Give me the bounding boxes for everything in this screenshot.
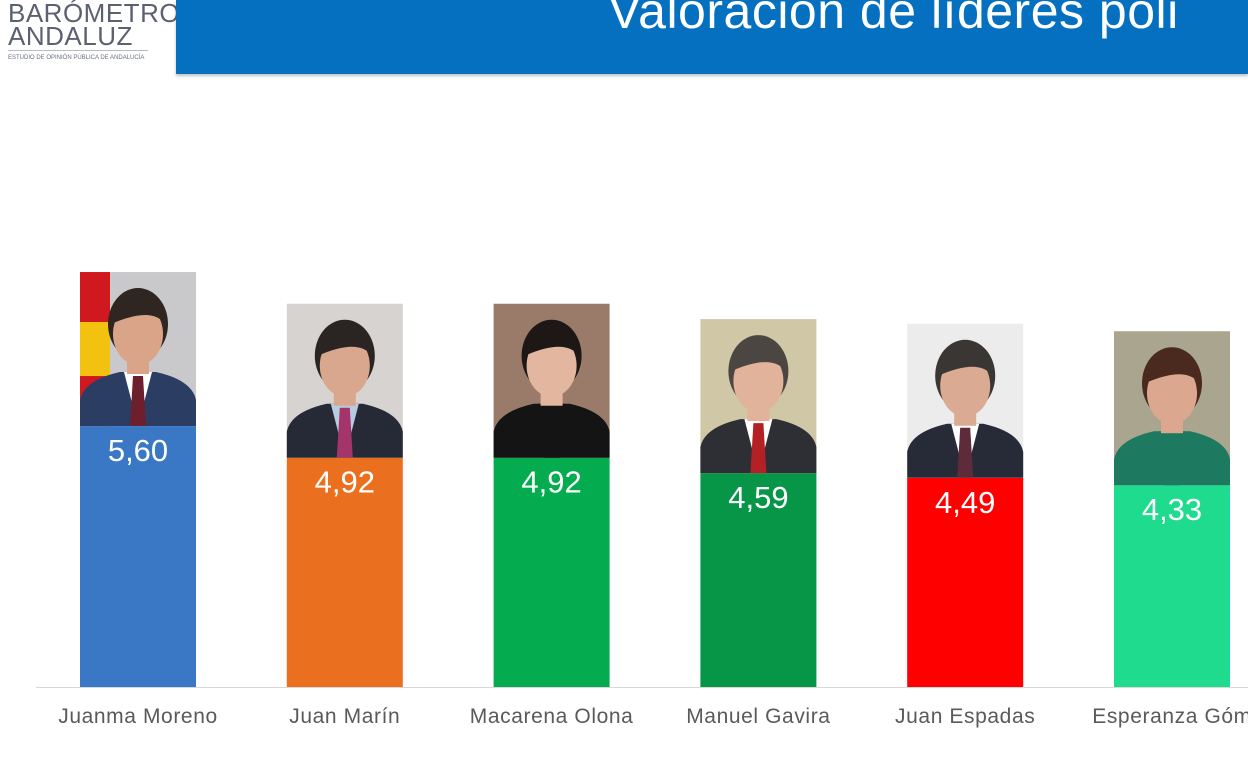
photo-face (319, 334, 370, 397)
logo-line-2: ANDALUZ (8, 21, 133, 51)
photo-hair-top (731, 338, 786, 372)
photo-face (940, 354, 991, 417)
title-banner: Valoración de líderes poli (176, 0, 1248, 74)
photo-tie (1164, 435, 1180, 486)
photo-tie (543, 407, 560, 458)
photo-juan-marin (286, 303, 403, 458)
photo-hair-top (524, 323, 579, 356)
category-label-macarena-olona: Macarena Olona (470, 705, 634, 728)
chart-title: Valoración de líderes poli (608, 0, 1179, 39)
photo-macarena-olona (493, 303, 610, 458)
bar-juan-marin (286, 457, 403, 687)
category-label-juan-marin: Juan Marín (289, 705, 400, 728)
category-label-juanma-moreno: Juanma Moreno (58, 705, 218, 728)
barometro-logo: BARÓMETRO ANDALUZ ESTUDIO DE OPINIÓN PÚB… (8, 0, 181, 72)
photo-hair-top (317, 323, 372, 356)
photo-face (113, 303, 163, 366)
photo-juan-espadas (907, 323, 1024, 478)
logo-line-1: BARÓMETRO (8, 0, 181, 28)
photo-face (1147, 362, 1197, 425)
value-label-esperanza-gom: 4,33 (1142, 492, 1202, 527)
photo-juanma-moreno (80, 272, 196, 427)
bar-macarena-olona (493, 457, 610, 687)
photo-face (733, 350, 784, 413)
flag-stripe-top (80, 272, 110, 323)
category-label-juan-espadas: Juan Espadas (895, 705, 1035, 728)
flag-stripe-middle (80, 322, 110, 377)
bar-esperanza-gom (1114, 485, 1230, 687)
value-label-macarena-olona: 4,92 (521, 465, 581, 500)
bar-juan-espadas (907, 477, 1024, 687)
photo-tie (957, 427, 974, 478)
photo-hair-top (111, 291, 165, 325)
photo-tie (336, 407, 353, 458)
photo-face (526, 334, 577, 397)
value-label-juanma-moreno: 5,60 (108, 433, 168, 468)
value-label-juan-espadas: 4,49 (935, 485, 995, 520)
photo-hair-top (1145, 351, 1199, 384)
logo-subtitle: ESTUDIO DE OPINIÓN PÚBLICA DE ANDALUCÍA (8, 55, 145, 61)
logo-divider (8, 50, 148, 51)
photo-hair-top (938, 343, 993, 376)
category-label-manuel-gavira: Manuel Gavira (686, 705, 830, 728)
bar-manuel-gavira (700, 473, 817, 687)
photo-tie (130, 376, 146, 427)
value-label-manuel-gavira: 4,59 (728, 480, 788, 515)
photo-tie (750, 423, 767, 474)
category-label-esperanza-gom: Esperanza Góm (1092, 705, 1248, 728)
photo-manuel-gavira (700, 319, 817, 474)
bar-juanma-moreno (80, 426, 196, 687)
value-label-juan-marin: 4,92 (315, 465, 375, 500)
photo-esperanza-gomez (1114, 331, 1230, 486)
